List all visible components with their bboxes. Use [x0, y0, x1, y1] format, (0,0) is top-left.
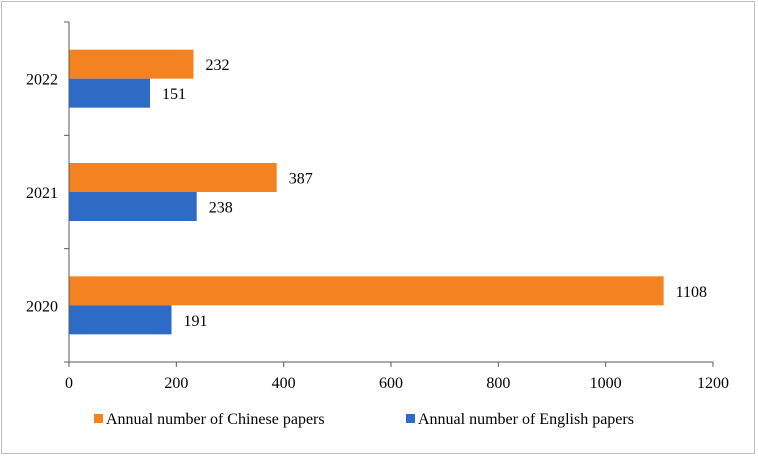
x-tick-label-1200: 1200 — [697, 375, 729, 392]
legend-label-chinese: Annual number of Chinese papers — [106, 411, 325, 428]
x-tick-label-600: 600 — [379, 375, 403, 392]
x-tick-label-800: 800 — [486, 375, 510, 392]
data-label-chinese-2022: 232 — [206, 57, 230, 74]
bar-english-2021 — [69, 192, 197, 221]
y-tick-label-2020: 2020 — [26, 298, 58, 315]
bar-english-2020 — [69, 305, 172, 335]
data-label-chinese-2020: 1108 — [676, 284, 707, 301]
bar-chinese-2022 — [69, 49, 194, 79]
legend-swatch-english — [406, 414, 415, 423]
data-label-english-2021: 238 — [209, 200, 233, 217]
bar-english-2022 — [69, 78, 151, 108]
y-tick-label-2022: 2022 — [26, 72, 58, 89]
data-label-english-2022: 151 — [162, 86, 186, 103]
y-tick-label-2021: 2021 — [26, 185, 58, 202]
bar-chinese-2021 — [69, 163, 277, 192]
bar-chinese-2020 — [69, 276, 664, 306]
data-label-english-2020: 191 — [184, 313, 208, 330]
x-tick-label-0: 0 — [65, 375, 73, 392]
legend-label-english: Annual number of English papers — [418, 411, 634, 428]
x-tick-label-1000: 1000 — [590, 375, 622, 392]
x-tick-label-200: 200 — [164, 375, 188, 392]
x-tick-label-400: 400 — [272, 375, 296, 392]
legend-swatch-chinese — [94, 414, 103, 423]
data-label-chinese-2021: 387 — [289, 171, 313, 188]
